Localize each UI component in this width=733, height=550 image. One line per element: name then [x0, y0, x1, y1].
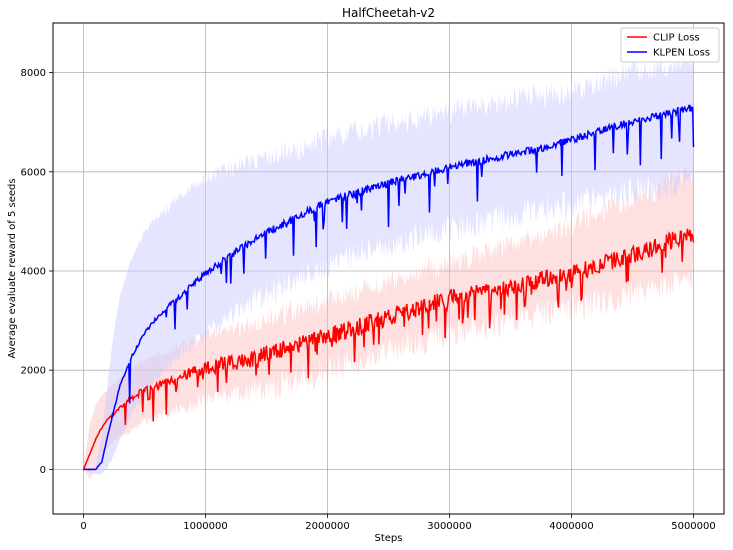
x-tick-label: 0	[80, 521, 86, 532]
y-tick-label: 4000	[21, 266, 46, 277]
legend-label: CLIP Loss	[653, 33, 700, 44]
x-tick-label: 1000000	[183, 521, 228, 532]
confidence-band-clip	[83, 164, 694, 480]
x-axis-ticks: 0 1000000 2000000 3000000 4000000 5000000	[80, 514, 716, 532]
y-tick-label: 2000	[21, 366, 46, 377]
y-tick-label: 8000	[21, 68, 46, 79]
x-tick-label: 5000000	[671, 521, 716, 532]
x-tick-label: 4000000	[549, 521, 594, 532]
series-line-clip	[82, 228, 695, 470]
y-tick-label: 6000	[21, 167, 46, 178]
plot-frame	[52, 22, 725, 515]
confidence-bands	[83, 47, 694, 480]
legend: CLIP Loss KLPEN Loss	[620, 27, 720, 63]
chart-title: HalfCheetah-v2	[342, 6, 435, 20]
y-axis-label: Average evaluate reward of 5 seeds	[7, 178, 18, 358]
confidence-band-klpen	[83, 47, 694, 475]
x-tick-label: 2000000	[305, 521, 350, 532]
y-axis-ticks: 0 2000 4000 6000 8000	[21, 68, 53, 476]
x-axis-label: Steps	[375, 533, 403, 544]
series-lines	[82, 104, 695, 471]
x-tick-label: 3000000	[427, 521, 472, 532]
y-tick-label: 0	[40, 465, 46, 476]
series-line-klpen	[83, 104, 695, 471]
legend-label: KLPEN Loss	[653, 48, 710, 59]
